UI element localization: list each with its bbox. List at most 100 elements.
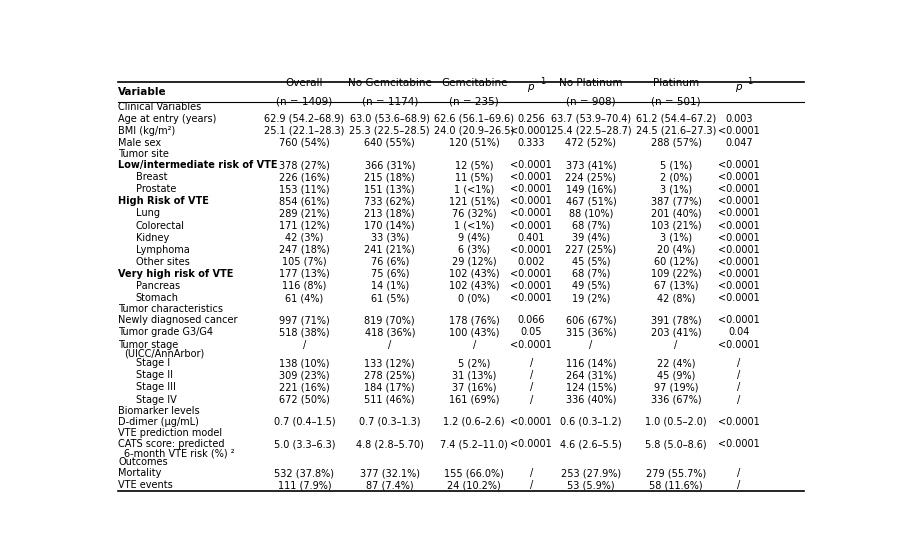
Text: 467 (51%): 467 (51%) [565, 196, 617, 206]
Text: 24.5 (21.6–27.3): 24.5 (21.6–27.3) [636, 126, 716, 136]
Text: 640 (55%): 640 (55%) [364, 138, 415, 148]
Text: Breast: Breast [136, 172, 167, 182]
Text: 5 (1%): 5 (1%) [660, 160, 692, 170]
Text: 61.2 (54.4–67.2): 61.2 (54.4–67.2) [636, 113, 716, 123]
Text: 14 (1%): 14 (1%) [371, 281, 409, 291]
Text: /: / [530, 383, 533, 393]
Text: 0.04: 0.04 [728, 327, 750, 337]
Text: <0.0001: <0.0001 [510, 221, 553, 231]
Text: 97 (19%): 97 (19%) [653, 383, 698, 393]
Text: /: / [737, 358, 741, 368]
Text: 1.2 (0.6–2.6): 1.2 (0.6–2.6) [444, 417, 505, 427]
Text: 203 (41%): 203 (41%) [651, 327, 701, 337]
Text: 37 (16%): 37 (16%) [452, 383, 497, 393]
Text: 309 (23%): 309 (23%) [279, 370, 329, 380]
Text: Gemcitabine: Gemcitabine [441, 77, 508, 87]
Text: (n = 1174): (n = 1174) [362, 96, 418, 106]
Text: 184 (17%): 184 (17%) [364, 383, 415, 393]
Text: Lymphoma: Lymphoma [136, 245, 189, 255]
Text: 116 (8%): 116 (8%) [282, 281, 327, 291]
Text: 0.066: 0.066 [518, 315, 545, 325]
Text: <0.0001: <0.0001 [510, 208, 553, 219]
Text: 88 (10%): 88 (10%) [569, 208, 613, 219]
Text: 227 (25%): 227 (25%) [565, 245, 617, 255]
Text: /: / [737, 480, 741, 490]
Text: 20 (4%): 20 (4%) [657, 245, 696, 255]
Text: Mortality: Mortality [118, 468, 161, 478]
Text: 1.0 (0.5–2.0): 1.0 (0.5–2.0) [645, 417, 706, 427]
Text: 102 (43%): 102 (43%) [449, 281, 500, 291]
Text: <0.0001: <0.0001 [718, 257, 760, 267]
Text: Platinum: Platinum [653, 77, 699, 87]
Text: Stage IV: Stage IV [136, 395, 176, 405]
Text: Tumor grade G3/G4: Tumor grade G3/G4 [118, 327, 213, 337]
Text: Other sites: Other sites [136, 257, 189, 267]
Text: <0.0001: <0.0001 [718, 232, 760, 242]
Text: 6 (3%): 6 (3%) [458, 245, 491, 255]
Text: 0.05: 0.05 [520, 327, 542, 337]
Text: <0.0001: <0.0001 [718, 269, 760, 279]
Text: 378 (27%): 378 (27%) [279, 160, 329, 170]
Text: 109 (22%): 109 (22%) [651, 269, 701, 279]
Text: <0.0001: <0.0001 [510, 293, 553, 303]
Text: (n = 908): (n = 908) [566, 96, 616, 106]
Text: Pancreas: Pancreas [136, 281, 180, 291]
Text: 61 (5%): 61 (5%) [371, 293, 409, 303]
Text: 336 (40%): 336 (40%) [566, 395, 617, 405]
Text: Prostate: Prostate [136, 184, 176, 194]
Text: 42 (8%): 42 (8%) [657, 293, 696, 303]
Text: VTE events: VTE events [118, 480, 173, 490]
Text: 19 (2%): 19 (2%) [572, 293, 610, 303]
Text: Stomach: Stomach [136, 293, 178, 303]
Text: 76 (32%): 76 (32%) [452, 208, 497, 219]
Text: 1 (<1%): 1 (<1%) [454, 184, 494, 194]
Text: <0.0001: <0.0001 [510, 439, 553, 449]
Text: 42 (3%): 42 (3%) [285, 232, 323, 242]
Text: Stage II: Stage II [136, 370, 173, 380]
Text: 0.6 (0.3–1.2): 0.6 (0.3–1.2) [560, 417, 622, 427]
Text: /: / [737, 395, 741, 405]
Text: $p$: $p$ [527, 82, 536, 94]
Text: 25.4 (22.5–28.7): 25.4 (22.5–28.7) [551, 126, 631, 136]
Text: 278 (25%): 278 (25%) [364, 370, 415, 380]
Text: /: / [530, 358, 533, 368]
Text: 68 (7%): 68 (7%) [572, 269, 610, 279]
Text: <0.0001: <0.0001 [718, 208, 760, 219]
Text: 9 (4%): 9 (4%) [458, 232, 491, 242]
Text: 0.003: 0.003 [725, 113, 752, 123]
Text: Tumor site: Tumor site [118, 149, 169, 159]
Text: Stage III: Stage III [136, 383, 176, 393]
Text: 387 (77%): 387 (77%) [651, 196, 701, 206]
Text: <0.0001: <0.0001 [510, 269, 553, 279]
Text: 25.1 (22.1–28.3): 25.1 (22.1–28.3) [264, 126, 345, 136]
Text: 178 (76%): 178 (76%) [449, 315, 500, 325]
Text: /: / [530, 395, 533, 405]
Text: 336 (67%): 336 (67%) [651, 395, 701, 405]
Text: 0.256: 0.256 [518, 113, 545, 123]
Text: 213 (18%): 213 (18%) [364, 208, 415, 219]
Text: 1 (<1%): 1 (<1%) [454, 221, 494, 231]
Text: 87 (7.4%): 87 (7.4%) [366, 480, 414, 490]
Text: (UICC/AnnArbor): (UICC/AnnArbor) [123, 349, 204, 359]
Text: 49 (5%): 49 (5%) [572, 281, 610, 291]
Text: 315 (36%): 315 (36%) [566, 327, 617, 337]
Text: <0.0001: <0.0001 [718, 126, 760, 136]
Text: 3 (1%): 3 (1%) [660, 232, 692, 242]
Text: 24 (10.2%): 24 (10.2%) [447, 480, 501, 490]
Text: 518 (38%): 518 (38%) [279, 327, 329, 337]
Text: 241 (21%): 241 (21%) [364, 245, 415, 255]
Text: Tumor characteristics: Tumor characteristics [118, 304, 223, 314]
Text: 7.4 (5.2–11.0): 7.4 (5.2–11.0) [440, 439, 508, 449]
Text: Clinical Variables: Clinical Variables [118, 102, 202, 112]
Text: 226 (16%): 226 (16%) [279, 172, 329, 182]
Text: <0.0001: <0.0001 [718, 172, 760, 182]
Text: $p$: $p$ [734, 82, 742, 94]
Text: <0.0001: <0.0001 [718, 160, 760, 170]
Text: /: / [302, 340, 306, 350]
Text: 2 (0%): 2 (0%) [660, 172, 692, 182]
Text: <0.0001: <0.0001 [718, 315, 760, 325]
Text: <0.0001: <0.0001 [718, 281, 760, 291]
Text: 4.6 (2.6–5.5): 4.6 (2.6–5.5) [560, 439, 622, 449]
Text: 247 (18%): 247 (18%) [279, 245, 329, 255]
Text: 170 (14%): 170 (14%) [364, 221, 415, 231]
